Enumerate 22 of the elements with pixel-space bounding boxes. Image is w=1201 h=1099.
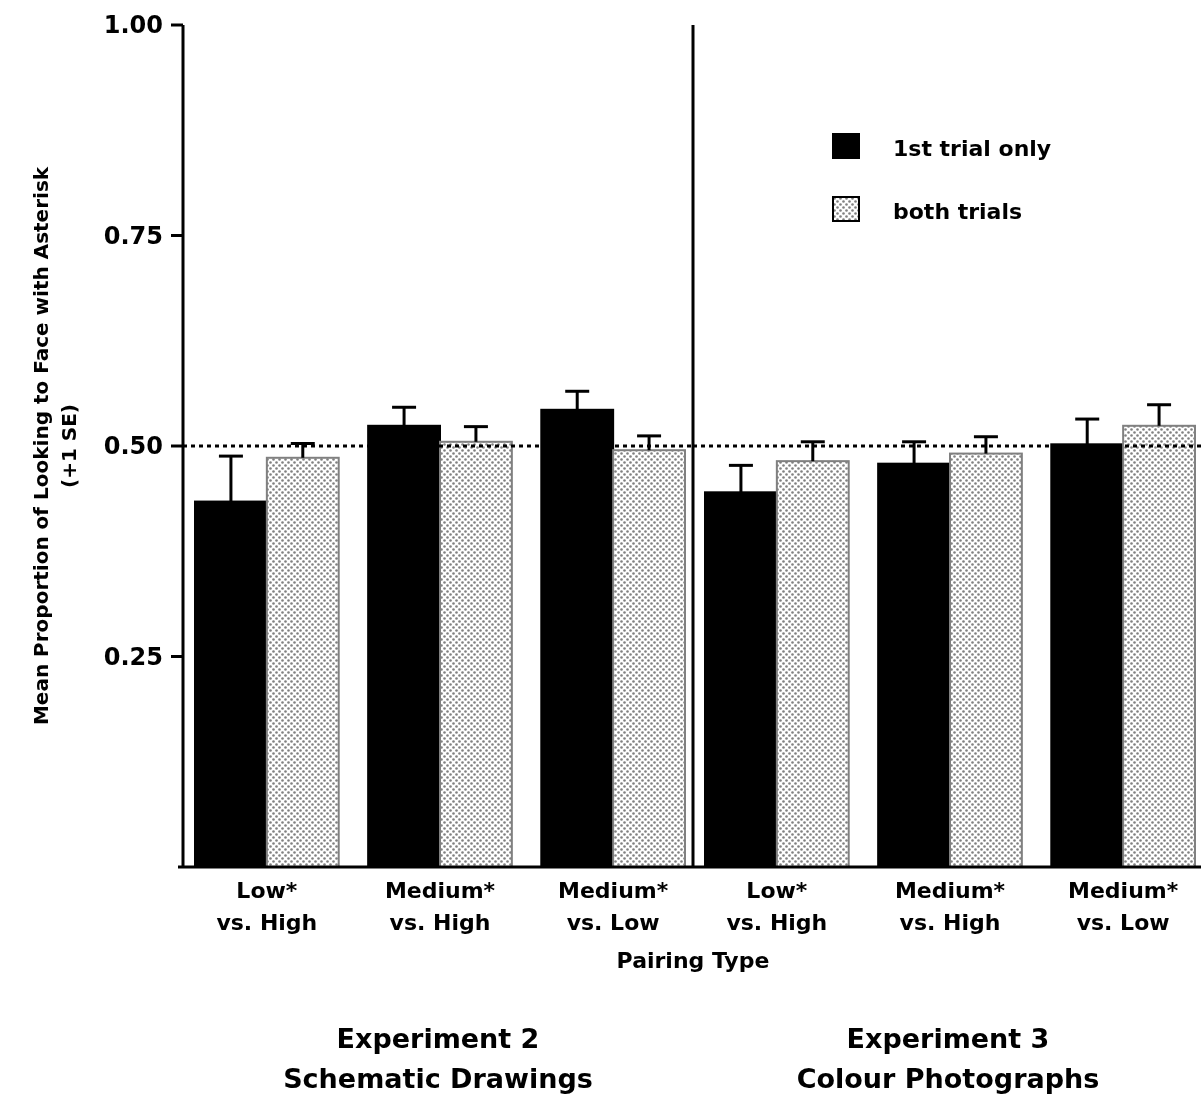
x-tick-label: Medium* vs. High (384, 878, 496, 935)
x-tick-label: Medium* vs. High (894, 878, 1006, 935)
bar (775, 460, 850, 868)
bar (439, 440, 513, 868)
legend-label: 1st trial only (893, 135, 1052, 161)
bar (612, 449, 686, 868)
x-axis-title: Pairing Type (616, 948, 770, 973)
x-tick-label: Low* vs. High (216, 878, 318, 935)
y-axis-title: Mean Proportion of Looking to Face with Asterisk (+1 SE) (29, 166, 81, 726)
x-tick-label: Medium* vs. Low (558, 878, 669, 935)
text: Experiment 2 Schematic Drawings (283, 1023, 593, 1094)
bar (949, 452, 1023, 868)
y-tick-label: 0.75 (103, 221, 163, 250)
x-tick-label: Medium* vs. Low (1068, 878, 1179, 935)
legend-label: both trials (893, 198, 1023, 224)
bar (1122, 424, 1196, 868)
bar (265, 456, 340, 868)
y-tick-label: 0.50 (103, 432, 163, 461)
y-tick-label: 0.25 (103, 642, 163, 671)
text: Experiment 3 Colour Photographs (796, 1023, 1100, 1094)
x-tick-label: Low* vs. High (726, 878, 828, 935)
y-tick-label: 1.00 (103, 11, 163, 40)
